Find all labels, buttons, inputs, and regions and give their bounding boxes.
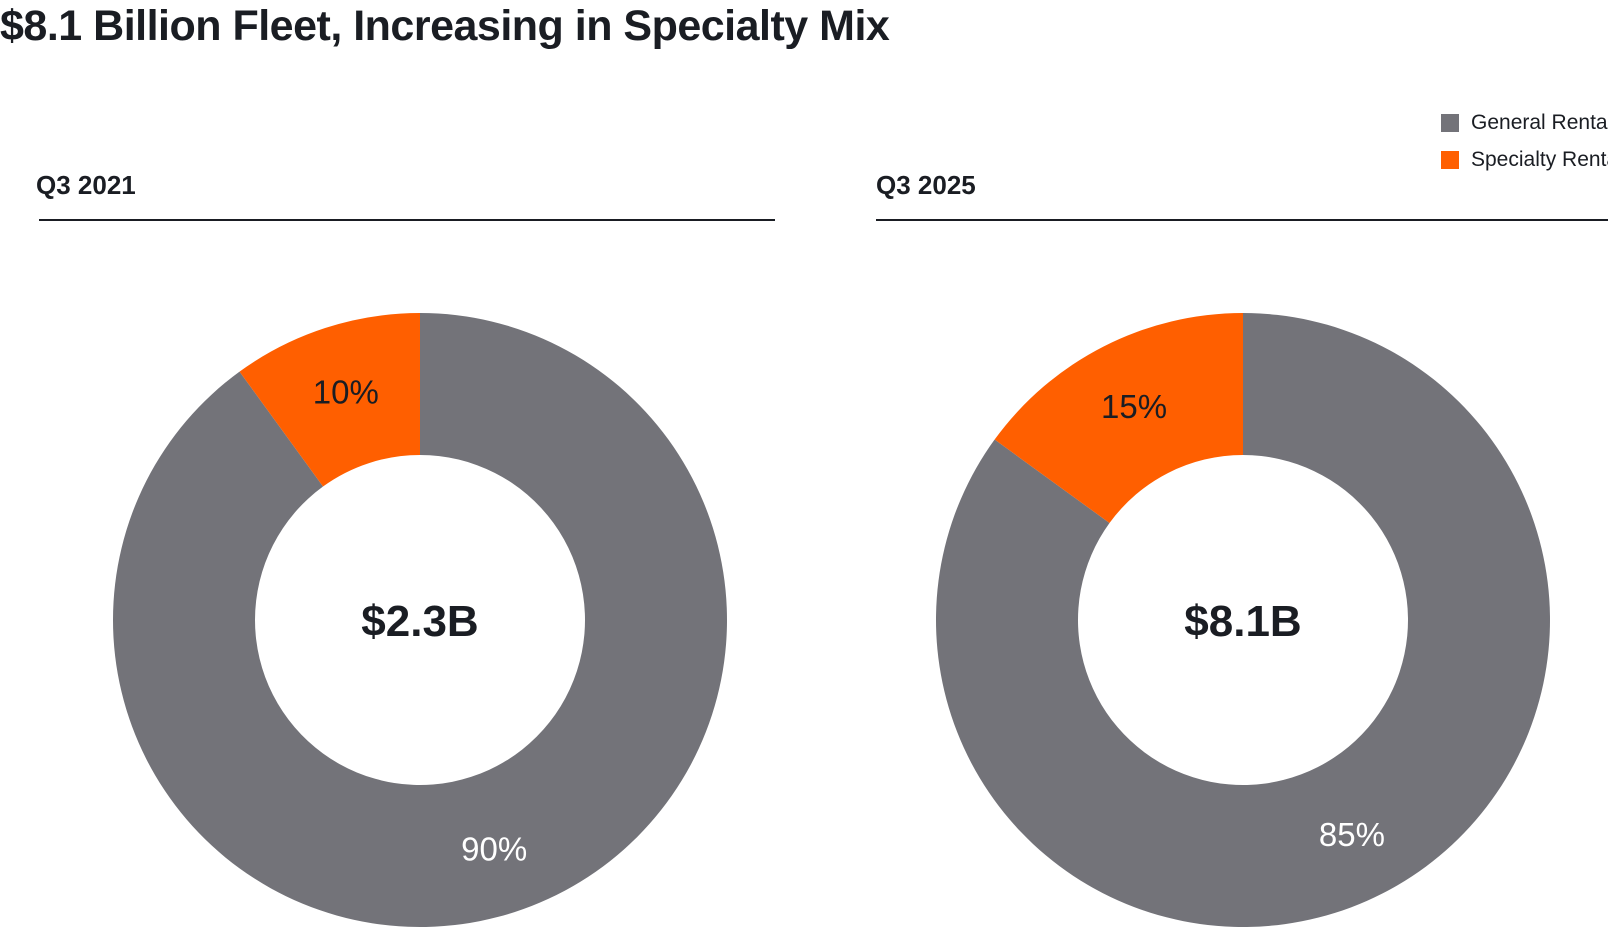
legend-label-general-rental: General Rental xyxy=(1471,110,1608,134)
donut-center-total: $2.3B xyxy=(361,597,478,646)
donut-slice-specialty-rental xyxy=(239,313,420,487)
donut-center-total: $8.1B xyxy=(1184,597,1301,646)
panel-label-q3-2025: Q3 2025 xyxy=(876,170,976,200)
panel-label-q3-2021: Q3 2021 xyxy=(36,170,136,200)
panel-divider-q3-2021 xyxy=(39,219,775,221)
donut-slice-general-rental xyxy=(112,313,728,928)
legend-item-general-rental: General Rental xyxy=(1441,104,1608,141)
slice-label-specialty-rental: 10% xyxy=(313,374,379,411)
legend-swatch-specialty-rental xyxy=(1441,150,1459,169)
legend-item-specialty-rental: Specialty Rental xyxy=(1441,141,1608,178)
donut-chart-q3-2021: 90% 10% $2.3B xyxy=(112,313,728,928)
legend-label-specialty-rental: Specialty Rental xyxy=(1471,147,1608,171)
legend-swatch-general-rental xyxy=(1441,113,1459,132)
donut-chart-q3-2025: 85% 15% $8.1B xyxy=(936,313,1550,927)
slice-label-general-rental: 85% xyxy=(1319,816,1385,853)
chart-title: $8.1 Billion Fleet, Increasing in Specia… xyxy=(0,2,890,50)
slice-label-specialty-rental: 15% xyxy=(1101,388,1167,425)
legend: General Rental Specialty Rental xyxy=(1441,104,1608,178)
slice-label-general-rental: 90% xyxy=(461,830,527,867)
donut-slice-specialty-rental xyxy=(994,313,1243,524)
donut-slice-general-rental xyxy=(936,313,1550,927)
panel-divider-q3-2025 xyxy=(876,219,1608,221)
